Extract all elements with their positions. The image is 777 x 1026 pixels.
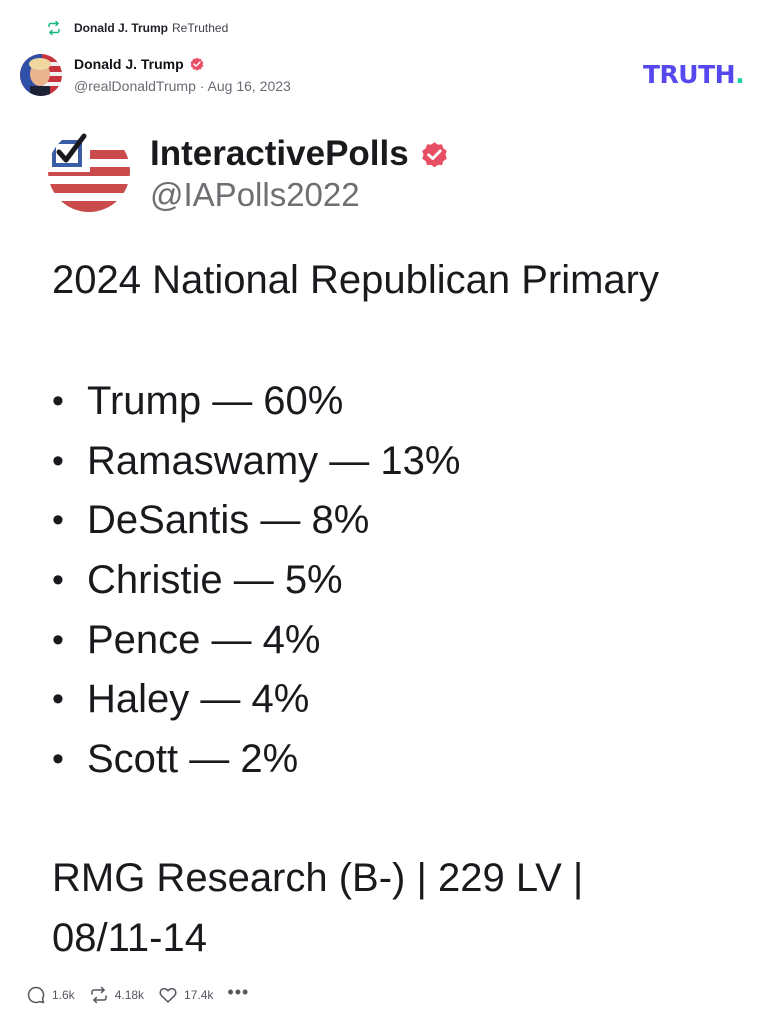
flag-checkbox-icon — [48, 130, 130, 212]
poll-result-text: Pence — 4% — [87, 617, 321, 662]
poll-result-item: • Ramaswamy — 13% — [52, 432, 460, 492]
retruth-author-link[interactable]: Donald J. Trump — [74, 21, 169, 35]
poll-title: 2024 National Republican Primary — [52, 258, 659, 302]
poll-result-item: • Haley — 4% — [52, 670, 460, 730]
more-options-button[interactable]: ••• — [227, 983, 249, 1001]
interactivepolls-logo — [48, 130, 130, 212]
post-action-bar: 1.6k 4.18k 17.4k ••• — [26, 983, 263, 1006]
more-options-icon: ••• — [227, 982, 250, 1002]
bullet-point: • — [52, 561, 64, 600]
bullet-point: • — [52, 441, 64, 480]
poll-result-text: Scott — 2% — [87, 737, 299, 782]
embedded-image[interactable]: InteractivePolls @IAPolls2022 2024 Natio… — [0, 110, 777, 970]
poll-result-text: Trump — 60% — [87, 379, 344, 423]
heart-icon — [159, 987, 177, 1003]
like-count: 17.4k — [184, 988, 214, 1002]
embedded-account-handle: @IAPolls2022 — [150, 176, 360, 213]
retruth-indicator: Donald J. Trump ReTruthed — [46, 19, 228, 37]
avatar[interactable] — [20, 54, 62, 96]
handle-and-date[interactable]: @realDonaldTrump · Aug 16, 2023 — [74, 78, 291, 94]
bullet-point: • — [52, 382, 64, 420]
truth-logo-dot: . — [735, 60, 745, 89]
poll-result-text: Christie — 5% — [87, 558, 343, 603]
retruth-label: ReTruthed — [172, 21, 229, 35]
verified-badge-icon — [421, 141, 447, 167]
reply-button[interactable]: 1.6k — [26, 985, 75, 1005]
poll-result-item: • DeSantis — 8% — [52, 491, 460, 551]
reply-count: 1.6k — [52, 988, 75, 1002]
bullet-point: • — [52, 740, 64, 779]
poll-result-item: • Christie — 5% — [52, 551, 460, 611]
poll-source: RMG Research (B-) | 229 LV | 08/11-14 — [52, 856, 584, 960]
poll-result-item: • Scott — 2% — [52, 730, 460, 790]
author-name[interactable]: Donald J. Trump — [74, 56, 184, 72]
poll-result-text: Haley — 4% — [87, 677, 310, 722]
avatar-image — [20, 54, 62, 96]
embedded-account-name: InteractivePolls — [150, 134, 409, 173]
poll-result-item: • Pence — 4% — [52, 611, 460, 671]
retruth-icon — [90, 986, 107, 1004]
poll-result-text: Ramaswamy — 13% — [87, 438, 461, 483]
retruth-count: 4.18k — [114, 988, 145, 1002]
truth-logo-text: TRUTH — [643, 60, 736, 89]
verified-badge-icon — [190, 57, 204, 71]
poll-results-list: • Trump — 60% • Ramaswamy — 13% • DeSantis — … — [52, 372, 460, 790]
bullet-point: • — [52, 620, 64, 659]
retruth-button[interactable]: 4.18k — [89, 985, 144, 1005]
bullet-point: • — [52, 501, 64, 540]
comment-icon — [27, 986, 45, 1004]
poll-result-item: • Trump — 60% — [52, 372, 460, 432]
bullet-point: • — [52, 680, 64, 719]
post-header: Donald J. Trump @realDonaldTrump · Aug 1… — [74, 55, 291, 94]
truth-social-logo[interactable]: TRUTH. — [643, 60, 745, 89]
like-button[interactable]: 17.4k — [158, 985, 213, 1005]
poll-result-text: DeSantis — 8% — [87, 498, 370, 543]
retruth-icon — [48, 20, 60, 36]
